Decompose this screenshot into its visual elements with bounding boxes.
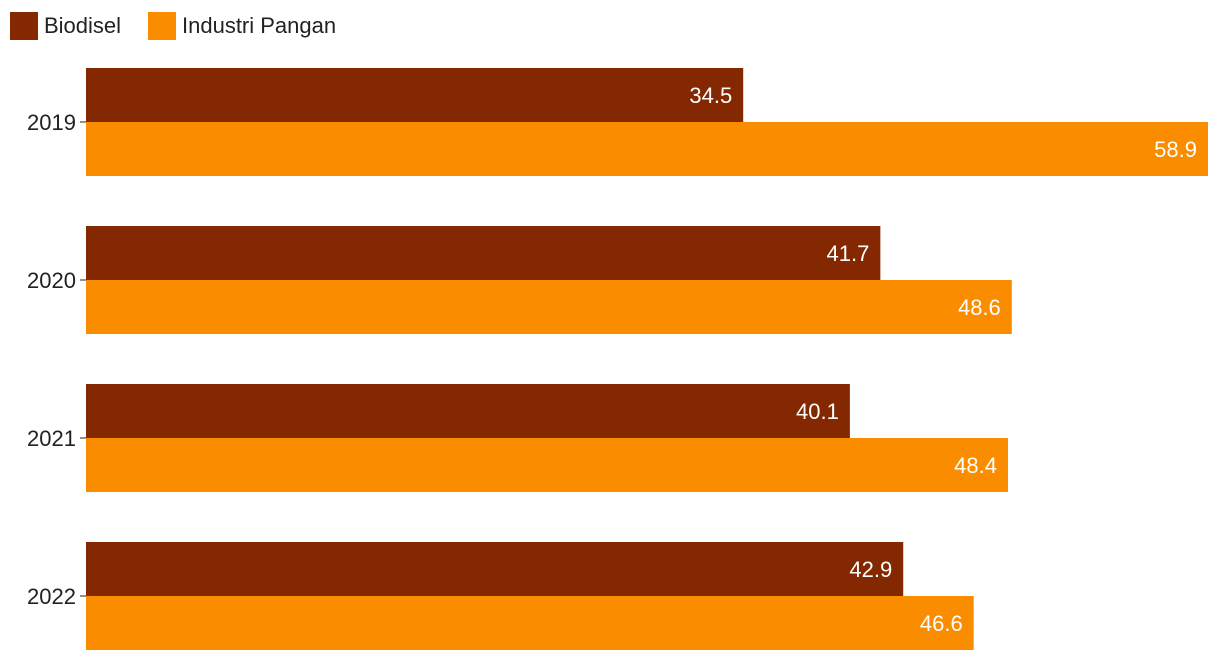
bar-2019-1 <box>86 68 744 122</box>
y-axis: 2019 2020 2021 2022 <box>27 110 86 609</box>
legend-label-1: Biodisel <box>44 13 121 38</box>
bar-2019-2 <box>86 122 1208 176</box>
y-tick-label-2022: 2022 <box>27 584 76 609</box>
bars <box>86 68 1208 650</box>
legend: Biodisel Industri Pangan <box>10 12 336 40</box>
value-label-2019-1: 34.5 <box>689 83 732 108</box>
bar-2021-2 <box>86 438 1008 492</box>
bar-2020-1 <box>86 226 881 280</box>
value-label-2022-2: 46.6 <box>920 611 963 636</box>
value-label-2021-2: 48.4 <box>954 453 997 478</box>
value-labels: 34.5 58.9 41.7 48.6 40.1 48.4 42.9 46.6 <box>689 83 1197 636</box>
legend-swatch-1 <box>10 12 38 40</box>
value-label-2021-1: 40.1 <box>796 399 839 424</box>
value-label-2020-2: 48.6 <box>958 295 1001 320</box>
legend-swatch-2 <box>148 12 176 40</box>
y-tick-label-2019: 2019 <box>27 110 76 135</box>
bar-2022-1 <box>86 542 904 596</box>
bar-2022-2 <box>86 596 974 650</box>
bar-2021-1 <box>86 384 850 438</box>
value-label-2019-2: 58.9 <box>1154 137 1197 162</box>
legend-label-2: Industri Pangan <box>182 13 336 38</box>
bar-2020-2 <box>86 280 1012 334</box>
value-label-2020-1: 41.7 <box>827 241 870 266</box>
value-label-2022-1: 42.9 <box>849 557 892 582</box>
y-tick-label-2020: 2020 <box>27 268 76 293</box>
y-tick-label-2021: 2021 <box>27 426 76 451</box>
